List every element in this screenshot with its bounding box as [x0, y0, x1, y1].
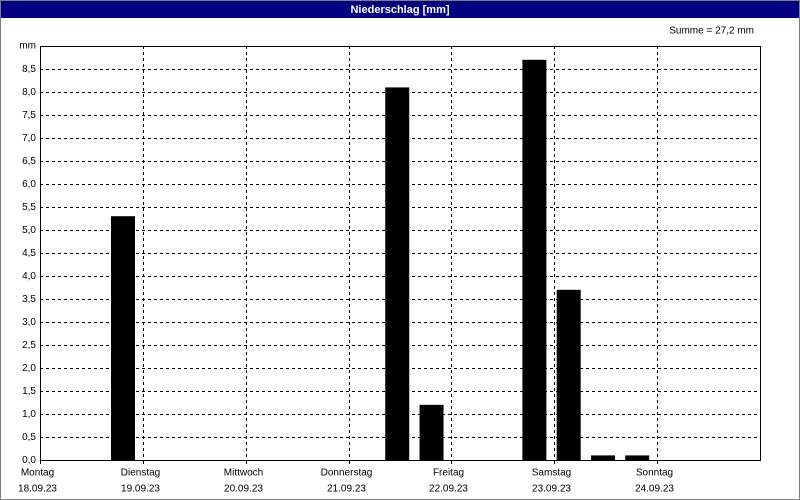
y-tick-label: 2,0 — [22, 363, 36, 374]
x-day-label: Donnerstag — [321, 468, 373, 479]
x-day-label: Sonntag — [636, 468, 673, 479]
bar — [110, 216, 135, 460]
bar — [556, 289, 581, 460]
title-bar — [1, 1, 799, 18]
y-tick-label: 0,5 — [22, 432, 36, 443]
bar — [625, 455, 650, 460]
y-tick-label: 3,0 — [22, 317, 36, 328]
bar — [522, 59, 547, 461]
x-date-label: 22.09.23 — [429, 484, 468, 495]
bar — [385, 87, 410, 461]
x-day-label: Freitag — [433, 468, 464, 479]
x-day-label: Montag — [21, 468, 54, 479]
y-tick-label: 1,0 — [22, 409, 36, 420]
y-tick-label: 3,5 — [22, 294, 36, 305]
y-tick-label: 4,0 — [22, 271, 36, 282]
y-tick-label: 2,5 — [22, 340, 36, 351]
x-date-label: 24.09.23 — [635, 484, 674, 495]
x-date-label: 18.09.23 — [18, 484, 57, 495]
y-tick-label: 7,0 — [22, 133, 36, 144]
y-tick-label: 7,5 — [22, 110, 36, 121]
y-tick-label: 4,5 — [22, 248, 36, 259]
y-tick-label: 6,5 — [22, 156, 36, 167]
x-day-label: Dienstag — [121, 468, 160, 479]
y-axis-label: mm — [19, 41, 36, 52]
y-tick-label: 8,5 — [22, 64, 36, 75]
y-tick-label: 5,0 — [22, 225, 36, 236]
y-tick-label: 8,0 — [22, 87, 36, 98]
x-date-label: 23.09.23 — [532, 484, 571, 495]
bar — [419, 404, 444, 460]
chart-title: Niederschlag [mm] — [350, 4, 449, 16]
y-tick-label: 1,5 — [22, 386, 36, 397]
x-date-label: 21.09.23 — [327, 484, 366, 495]
x-date-label: 19.09.23 — [121, 484, 160, 495]
y-tick-label: 0,0 — [22, 455, 36, 466]
sum-annotation: Summe = 27,2 mm — [669, 26, 754, 37]
x-day-label: Samstag — [532, 468, 571, 479]
y-tick-label: 5,5 — [22, 202, 36, 213]
x-day-label: Mittwoch — [224, 468, 263, 479]
bar — [590, 455, 615, 460]
x-date-label: 20.09.23 — [224, 484, 263, 495]
y-tick-label: 6,0 — [22, 179, 36, 190]
plot-frame — [40, 46, 761, 461]
